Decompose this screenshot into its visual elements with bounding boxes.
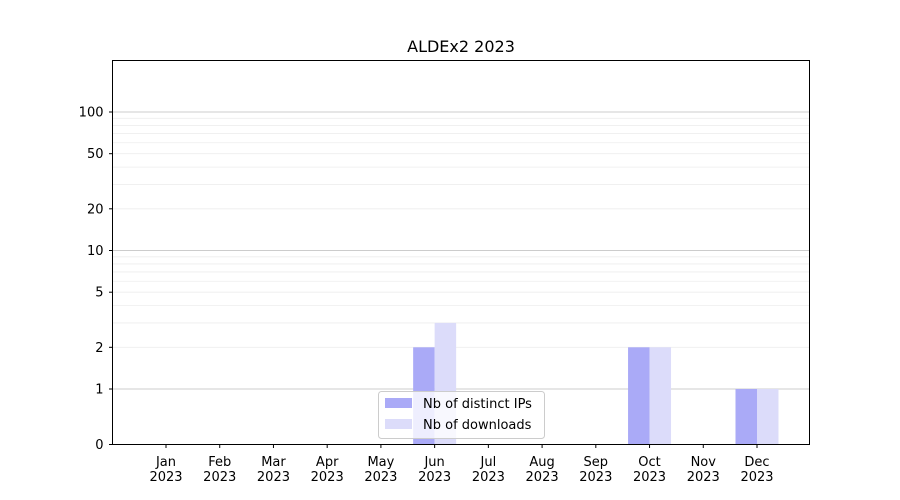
legend-swatch-downloads: [385, 419, 412, 429]
x-tick-label: May 2023: [364, 455, 397, 485]
bar-downloads: [757, 389, 779, 445]
x-tick-label: Sep 2023: [579, 455, 612, 485]
y-tick-label: 1: [95, 383, 103, 398]
legend-label-distinct-ips: Nb of distinct IPs: [423, 397, 532, 412]
y-tick-label: 50: [87, 147, 104, 162]
x-tick-label: Jun 2023: [418, 455, 451, 485]
plot-frame: [112, 60, 810, 445]
y-tick-label: 0: [95, 438, 103, 453]
legend-label-downloads: Nb of downloads: [423, 418, 532, 433]
legend-swatch-distinct-ips: [385, 398, 412, 408]
x-tick-label: Apr 2023: [311, 455, 344, 485]
x-tick-label: Jan 2023: [149, 455, 182, 485]
x-tick-label: Dec 2023: [740, 455, 773, 485]
y-tick-label: 100: [79, 106, 104, 121]
y-tick-label: 5: [95, 286, 103, 301]
legend: Nb of distinct IPs Nb of downloads: [378, 391, 545, 439]
x-tick-label: Feb 2023: [203, 455, 236, 485]
x-tick-label: Jul 2023: [472, 455, 505, 485]
y-tick-label: 20: [87, 202, 104, 217]
y-tick-label: 10: [87, 244, 104, 259]
grid-lines: [112, 111, 810, 390]
chart-title: ALDEx2 2023: [407, 37, 515, 56]
x-tick-label: Nov 2023: [687, 455, 720, 485]
bar-distinct-ips: [628, 347, 650, 445]
x-tick-label: Aug 2023: [526, 455, 559, 485]
axes: [112, 60, 810, 445]
legend-frame: [378, 391, 545, 439]
bar-distinct-ips: [735, 389, 757, 445]
x-axis-ticks: Jan 2023 Feb 2023 Mar 2023 Apr 2023 May 2023 Jun 20…: [149, 444, 774, 485]
y-axis-ticks: 0 1 2 5 10 20 50 100: [79, 106, 113, 453]
x-tick-label: Mar 2023: [257, 455, 290, 485]
bar-downloads: [649, 347, 672, 445]
x-tick-label: Oct 2023: [633, 455, 666, 485]
y-tick-label: 2: [95, 341, 103, 356]
